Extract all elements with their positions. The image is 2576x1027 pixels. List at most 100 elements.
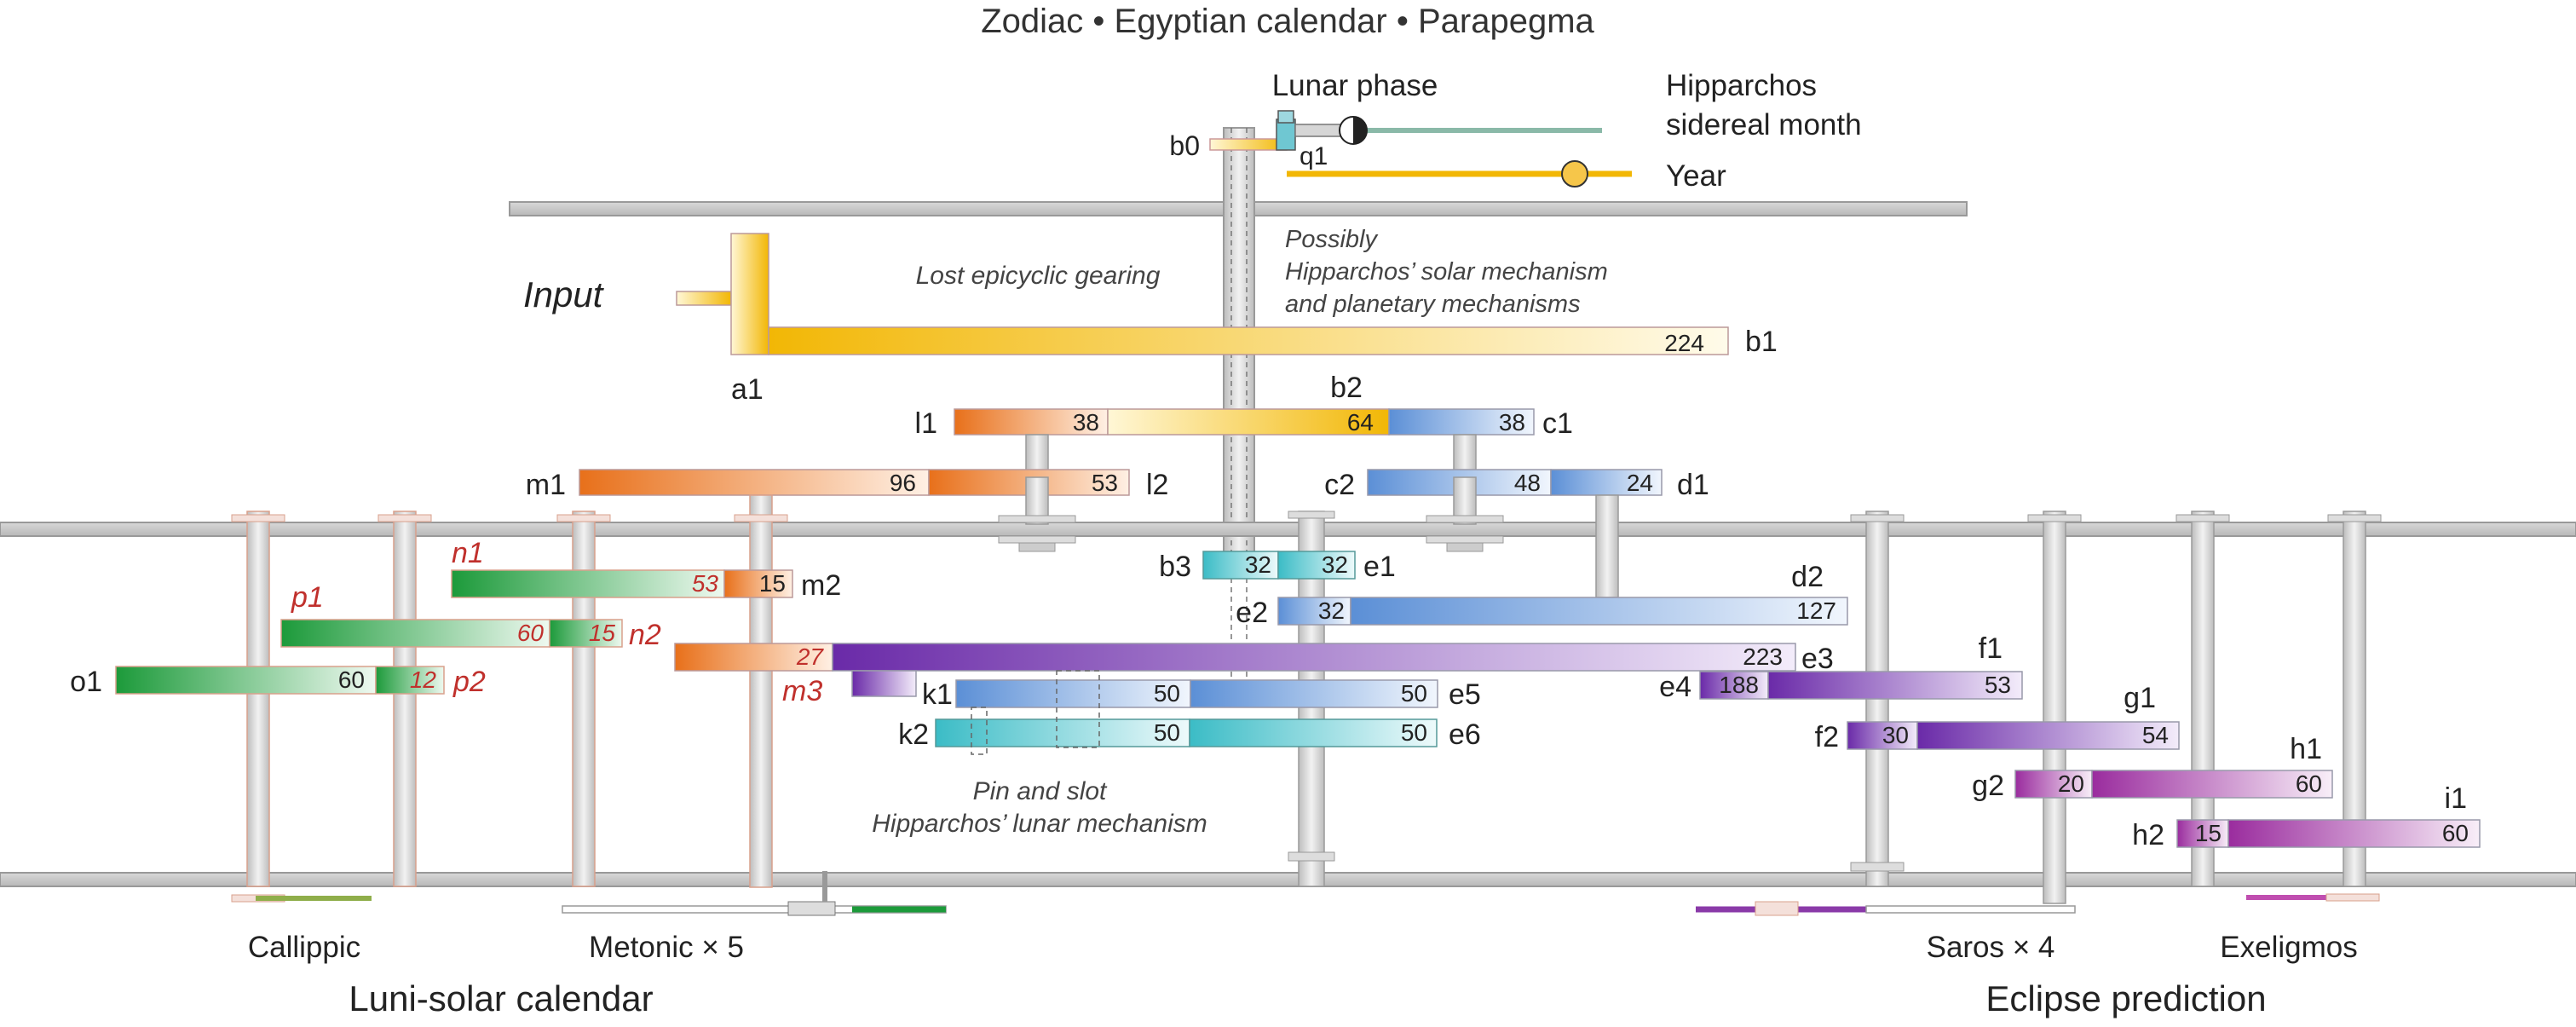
teeth-g2: 20 (2058, 770, 2084, 797)
callippic-label: Callippic (248, 931, 360, 964)
teeth-e3: 223 (1743, 643, 1783, 670)
pin-slot-stub (851, 670, 917, 697)
pin-slot-label-2: Hipparchos’ lunar mechanism (872, 810, 1207, 838)
teeth-p2: 12 (410, 666, 437, 693)
gear-g1 (1916, 721, 2180, 750)
washer-f-lower (1850, 862, 1905, 872)
label-i1: i1 (2445, 782, 2467, 815)
teeth-f1: 53 (1985, 672, 2011, 698)
middle-plate (0, 522, 2576, 537)
metonic-pin (822, 871, 827, 902)
teeth-c1: 38 (1499, 409, 1525, 436)
teeth-e4: 188 (1719, 672, 1759, 698)
gear-h1 (2091, 770, 2333, 799)
gear-q1-cap (1277, 110, 1294, 124)
saros-hub (1755, 901, 1799, 916)
teeth-b3: 32 (1245, 551, 1271, 578)
lunar-phase-label: Lunar phase (1272, 69, 1438, 102)
gear-e6 (1189, 718, 1438, 747)
label-l1: l1 (915, 407, 937, 440)
gear-b0 (1209, 138, 1288, 151)
label-e3: e3 (1801, 643, 1834, 675)
arbor-g (2043, 511, 2066, 904)
gear-e4 (1699, 671, 1769, 700)
washer-i (2327, 514, 2382, 522)
input-shaft (676, 291, 732, 306)
label-c2: c2 (1324, 469, 1355, 501)
washer-m (734, 514, 788, 522)
washer-h (2175, 514, 2230, 522)
gear-k2 (935, 718, 1190, 747)
label-n2: n2 (629, 619, 661, 651)
gear-g2 (2014, 770, 2093, 799)
possibly-label-3: and planetary mechanisms (1285, 291, 1581, 318)
year-label: Year (1666, 159, 1726, 193)
teeth-e6: 50 (1401, 719, 1427, 746)
saros-label: Saros × 4 (1927, 931, 2055, 964)
teeth-b2: 64 (1347, 409, 1374, 436)
lunar-phase-ball-dark (1353, 117, 1367, 144)
label-p1: p1 (291, 581, 324, 614)
label-d2: d2 (1791, 561, 1824, 593)
teeth-h2: 15 (2195, 820, 2222, 846)
label-m2: m2 (801, 569, 841, 602)
label-d1: d1 (1677, 469, 1709, 501)
possibly-label-1: Possibly (1285, 226, 1378, 253)
gear-p1 (280, 619, 550, 648)
label-p2: p2 (452, 666, 486, 698)
gear-o1 (115, 666, 377, 695)
washer-l-nut (1018, 542, 1056, 552)
teeth-h1: 60 (2296, 770, 2322, 797)
label-q1: q1 (1300, 142, 1328, 170)
eclipse-title: Eclipse prediction (1985, 978, 2266, 1018)
gear-m2 (723, 569, 793, 598)
label-e5: e5 (1449, 678, 1481, 711)
arbor-d (1595, 494, 1619, 598)
label-b3: b3 (1159, 551, 1191, 583)
teeth-k1: 50 (1154, 680, 1180, 707)
washer-c (1426, 515, 1504, 523)
lost-epicyclic-label: Lost epicyclic gearing (916, 262, 1161, 290)
arbor-n (572, 511, 596, 887)
label-e6: e6 (1449, 718, 1481, 751)
gear-f1 (1767, 671, 2023, 700)
metonic-hub (787, 901, 836, 916)
label-g1: g1 (2124, 682, 2156, 714)
gear-d2 (1350, 597, 1848, 626)
gear-e2 (1277, 597, 1351, 626)
label-e1: e1 (1363, 551, 1396, 583)
washer-f (1850, 514, 1905, 522)
k-arbor-dashes (971, 707, 988, 755)
gear-i1 (2227, 819, 2481, 848)
exeligmos-hub (2325, 893, 2380, 902)
gear-n2 (549, 619, 623, 648)
hipparchos-label-2: sidereal month (1666, 108, 1862, 141)
teeth-n1: 53 (692, 570, 719, 597)
label-m3: m3 (782, 675, 822, 707)
label-b2: b2 (1330, 372, 1363, 404)
gear-d1 (1550, 469, 1663, 496)
teeth-e1: 32 (1322, 551, 1348, 578)
label-f1: f1 (1979, 632, 2003, 665)
possibly-label-2: Hipparchos’ solar mechanism (1285, 258, 1608, 286)
teeth-d2: 127 (1796, 597, 1836, 624)
washer-l (998, 515, 1076, 523)
hipparchos-label-1: Hipparchos (1666, 69, 1817, 102)
teeth-b1: 224 (1664, 330, 1704, 356)
label-l2: l2 (1146, 469, 1168, 501)
washer-o (231, 514, 285, 522)
washer-c-under (1426, 535, 1504, 544)
lower-plate (0, 872, 2576, 887)
washer-c-nut (1446, 542, 1484, 552)
teeth-d1: 24 (1627, 470, 1653, 496)
pin-slot-dashes (1056, 670, 1100, 748)
gear-m1 (579, 469, 930, 496)
title-text: Zodiac • Egyptian calendar • Parapegma (981, 3, 1594, 40)
saros-shaft (1865, 905, 2076, 914)
teeth-o1: 60 (338, 666, 365, 693)
metonic-label: Metonic × 5 (589, 931, 744, 964)
label-n1: n1 (452, 537, 484, 569)
luni-solar-title: Luni-solar calendar (349, 978, 653, 1018)
